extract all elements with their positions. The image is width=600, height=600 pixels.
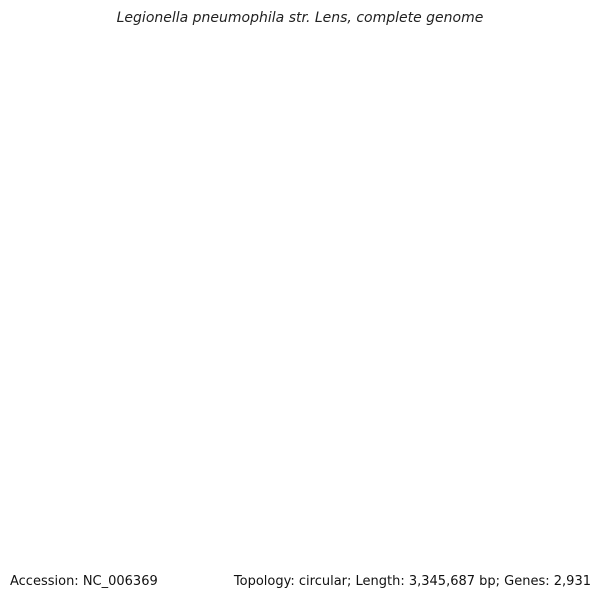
accession-text: Accession: NC_006369 [10, 574, 158, 589]
genome-title: Legionella pneumophila str. Lens, comple… [116, 10, 484, 26]
topology-text: Topology: circular; Length: 3,345,687 bp… [233, 574, 591, 589]
